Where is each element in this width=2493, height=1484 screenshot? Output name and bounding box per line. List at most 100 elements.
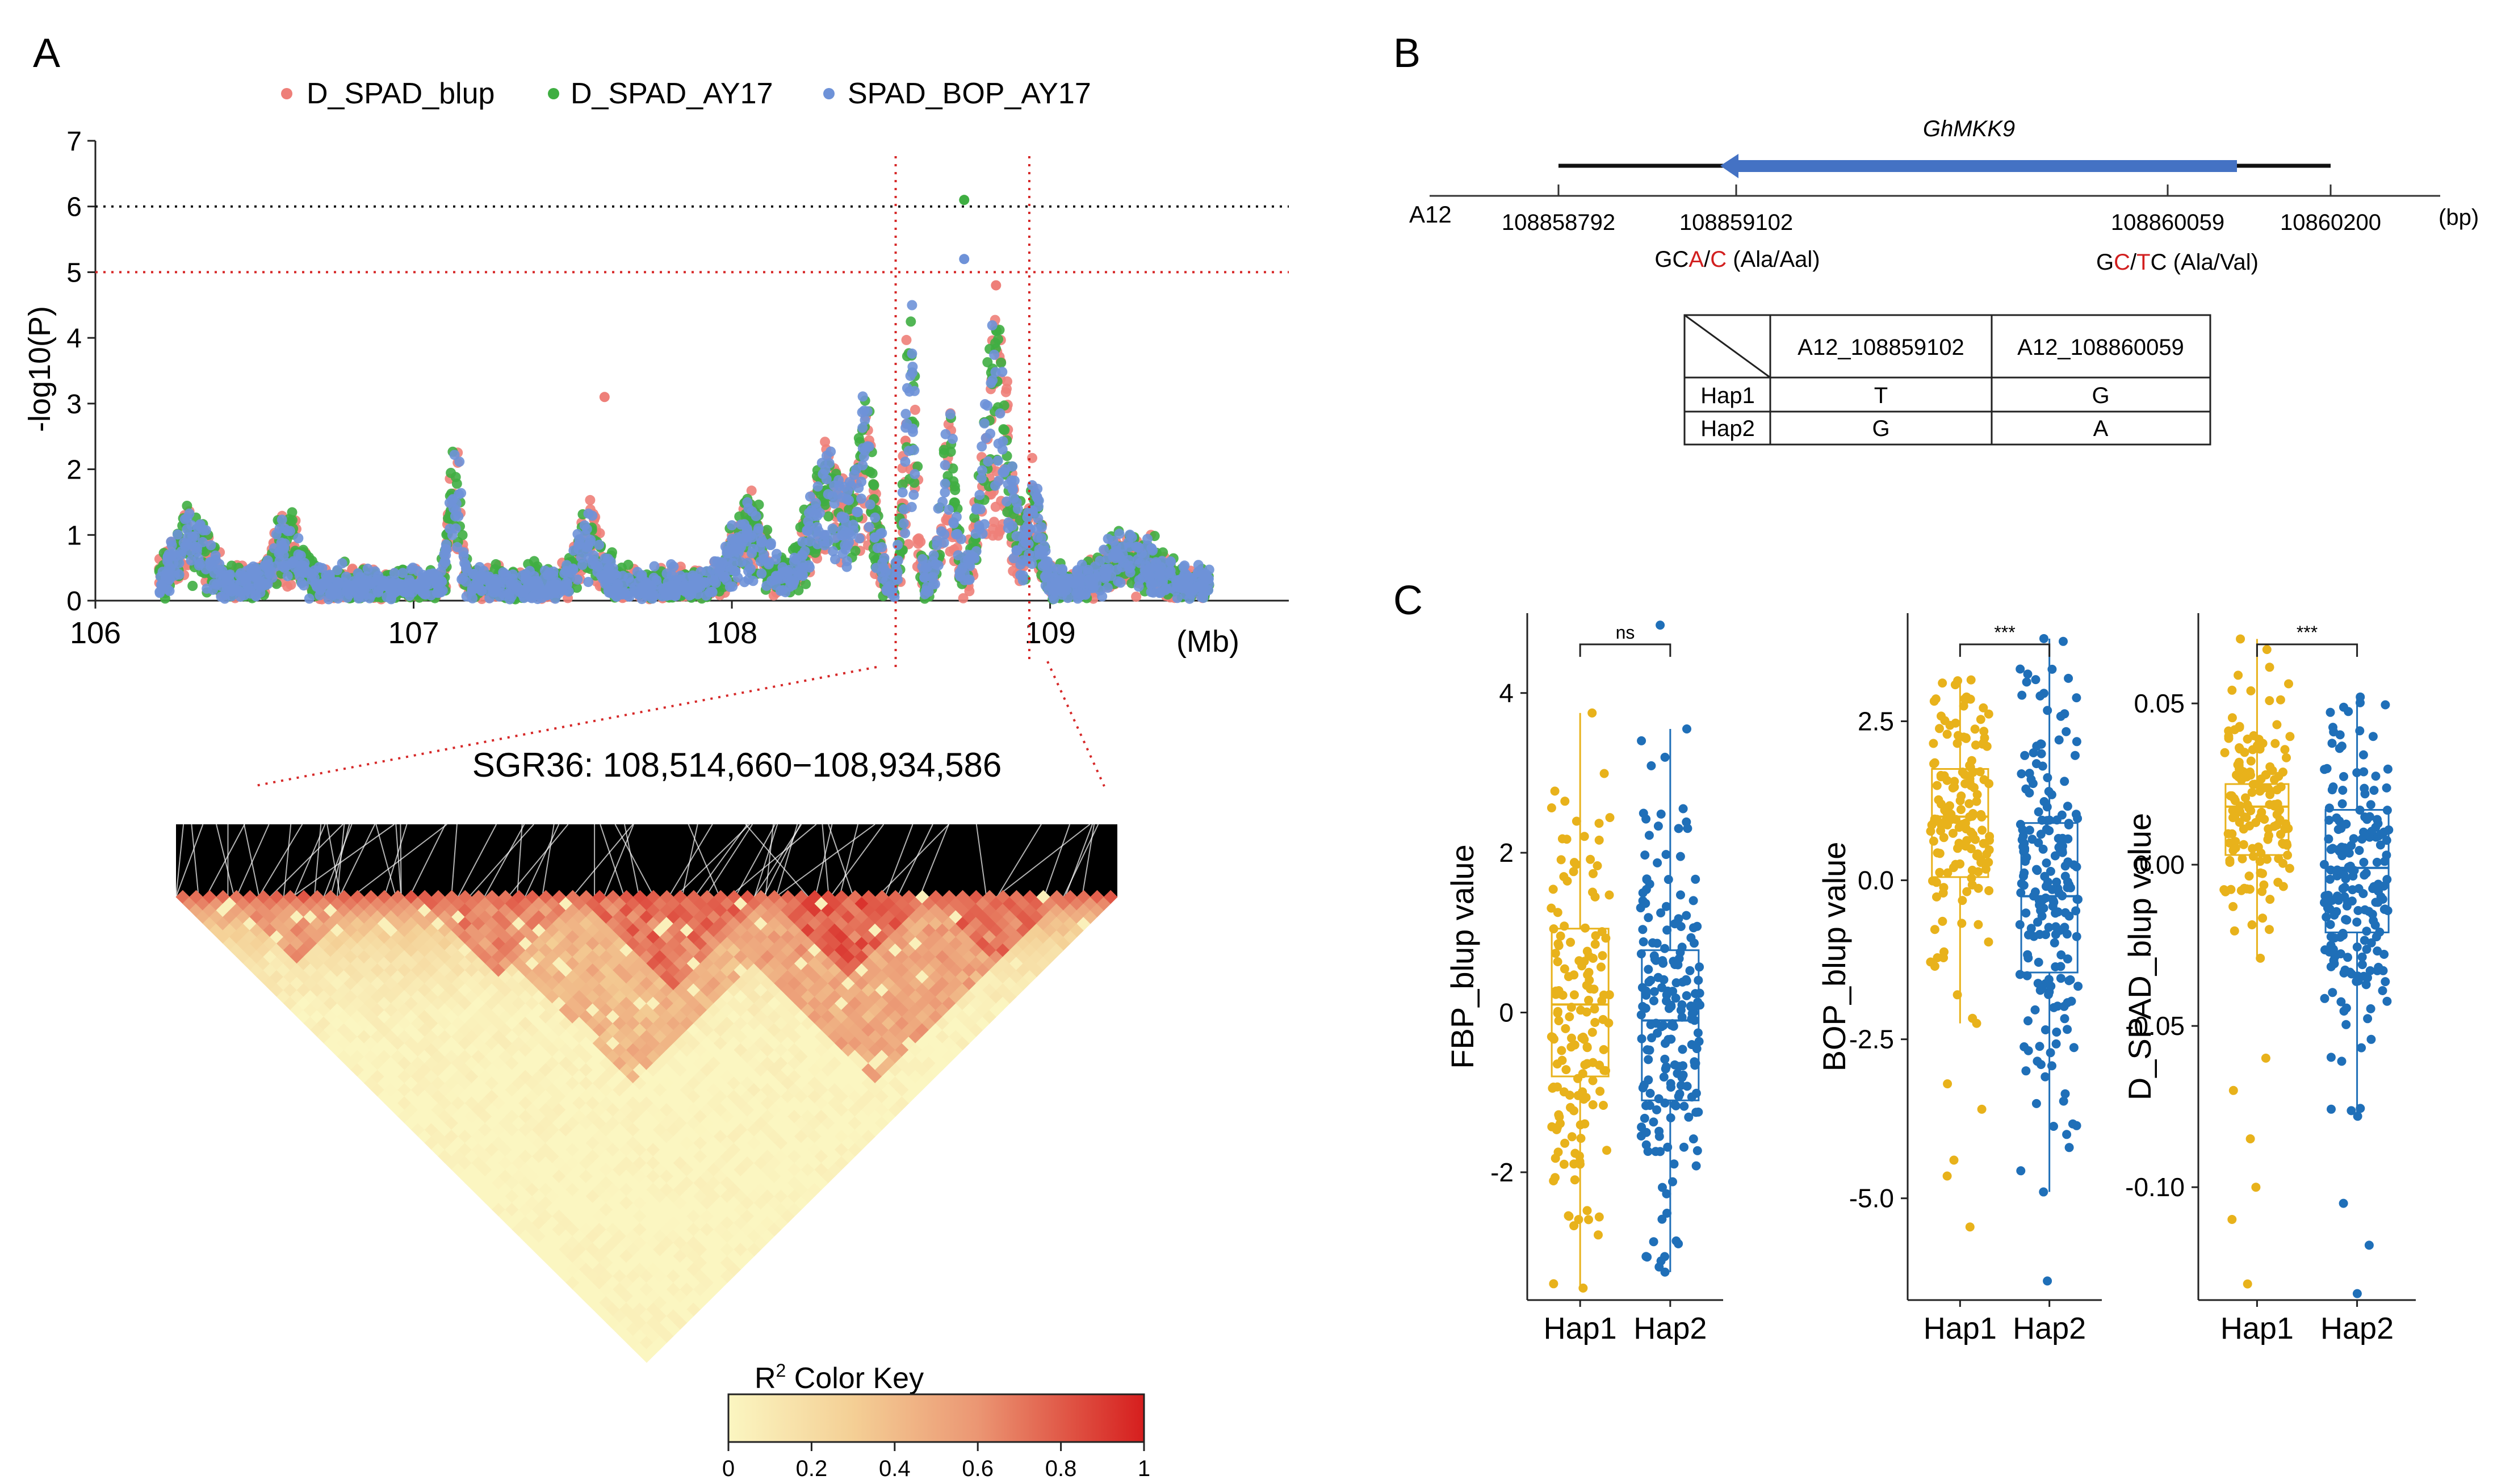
point-spad-bop-ay17 [332,565,342,576]
point-d-spad-ay17 [897,479,908,490]
point-d-spad-ay17 [999,400,1009,411]
ld-cell [391,1063,405,1077]
point-spad-bop-ay17 [885,584,895,595]
point-spad-bop-ay17 [279,523,290,534]
ld-cell [485,1156,500,1170]
point-spad-bop-ay17 [395,578,405,589]
point-spad-bop-ay17 [202,583,212,594]
ld-cell [592,1249,607,1263]
point-spad-bop-ay17 [572,574,583,585]
point-spad-bop-ay17 [342,592,353,603]
point-spad-bop-ay17 [182,524,192,535]
point-spad-bop-ay17 [646,582,657,593]
point-spad-bop-ay17 [979,519,990,530]
ld-cell [639,1349,654,1363]
point-spad-bop-ay17 [763,557,774,568]
point-spad-bop-ay17 [879,553,890,563]
ld-cell [249,896,264,911]
point-spad-bop-ay17 [954,567,965,578]
peak-point-d-spad-blup-2 [599,392,610,403]
snp-link [996,824,1042,898]
ld-cell [498,1209,513,1223]
point-spad-bop-ay17 [447,530,458,540]
point-spad-bop-ay17 [870,512,881,523]
snp-link [694,824,748,898]
y-axis-label: -log10(P) [23,306,57,432]
ld-cell [532,1176,546,1190]
snp-link [745,824,809,898]
point-spad-bop-ay17 [241,585,252,596]
point-spad-bop-ay17 [1133,542,1144,553]
point-spad-bop-ay17 [387,578,398,588]
snp-link [829,824,885,898]
ld-cell [626,1322,640,1336]
snp-link [668,824,713,898]
point-spad-bop-ay17 [166,540,177,551]
point-d-spad-blup [585,494,596,505]
ld-cell [599,1256,614,1270]
point-d-spad-blup [746,485,757,496]
point-spad-bop-ay17 [269,543,279,554]
point-spad-bop-ay17 [820,464,831,475]
ld-cell [330,1043,345,1057]
point-spad-bop-ay17 [195,558,206,569]
point-spad-bop-ay17 [458,551,469,561]
point-d-spad-blup [1131,592,1142,602]
point-d-spad-ay17 [823,511,834,522]
point-spad-bop-ay17 [849,469,860,480]
point-spad-bop-ay17 [747,506,757,517]
point-spad-bop-ay17 [348,581,359,592]
point-spad-bop-ay17 [505,578,516,589]
x-tick-label: 108 [706,616,757,650]
point-spad-bop-ay17 [190,531,200,542]
point-spad-bop-ay17 [1174,576,1185,587]
snp-link [571,824,634,898]
point-spad-bop-ay17 [315,585,326,596]
point-spad-bop-ay17 [971,546,982,556]
point-spad-bop-ay17 [878,562,889,573]
point-spad-bop-ay17 [1142,534,1153,544]
snp-link [975,824,987,898]
ld-cell [296,943,311,957]
snp-link [375,824,397,898]
ld-title: SGR36: 108,514,660−108,934,586 [472,746,1002,784]
point-spad-bop-ay17 [756,568,767,579]
ld-cell [438,1109,452,1124]
snp-link [919,824,949,898]
snp-link [765,824,774,898]
ld-cell [410,1083,425,1097]
point-spad-bop-ay17 [216,592,227,602]
ld-cell [552,1222,567,1236]
point-spad-bop-ay17 [953,550,963,561]
ld-cell [249,936,264,951]
point-spad-bop-ay17 [992,455,1003,466]
snp-link [175,824,185,898]
point-spad-bop-ay17 [1007,483,1018,494]
ld-cell [646,1302,661,1317]
ld-cell [485,1169,500,1184]
point-d-spad-ay17 [990,338,1001,349]
ld-cell [377,1036,392,1050]
legend-label-blup: D_SPAD_blup [307,77,495,110]
point-spad-bop-ay17 [1192,585,1203,595]
point-spad-bop-ay17 [907,300,917,311]
snp-link [484,824,525,898]
ld-cell [175,890,190,904]
point-spad-bop-ay17 [722,555,733,565]
point-d-spad-ay17 [572,582,582,593]
point-spad-bop-ay17 [205,557,216,568]
point-spad-bop-ay17 [279,543,290,554]
point-d-spad-blup [1002,383,1012,394]
point-spad-bop-ay17 [271,529,282,539]
snp-link [624,824,640,898]
point-d-spad-blup [988,517,999,527]
ld-cell [424,1136,439,1150]
point-spad-bop-ay17 [619,589,630,600]
point-spad-bop-ay17 [1193,560,1204,571]
point-d-spad-ay17 [906,316,916,327]
ld-cell [364,1076,378,1091]
snp-map-band [176,824,1117,897]
snp-link [839,824,858,898]
ld-cell [364,1023,378,1037]
point-spad-bop-ay17 [1029,551,1040,561]
